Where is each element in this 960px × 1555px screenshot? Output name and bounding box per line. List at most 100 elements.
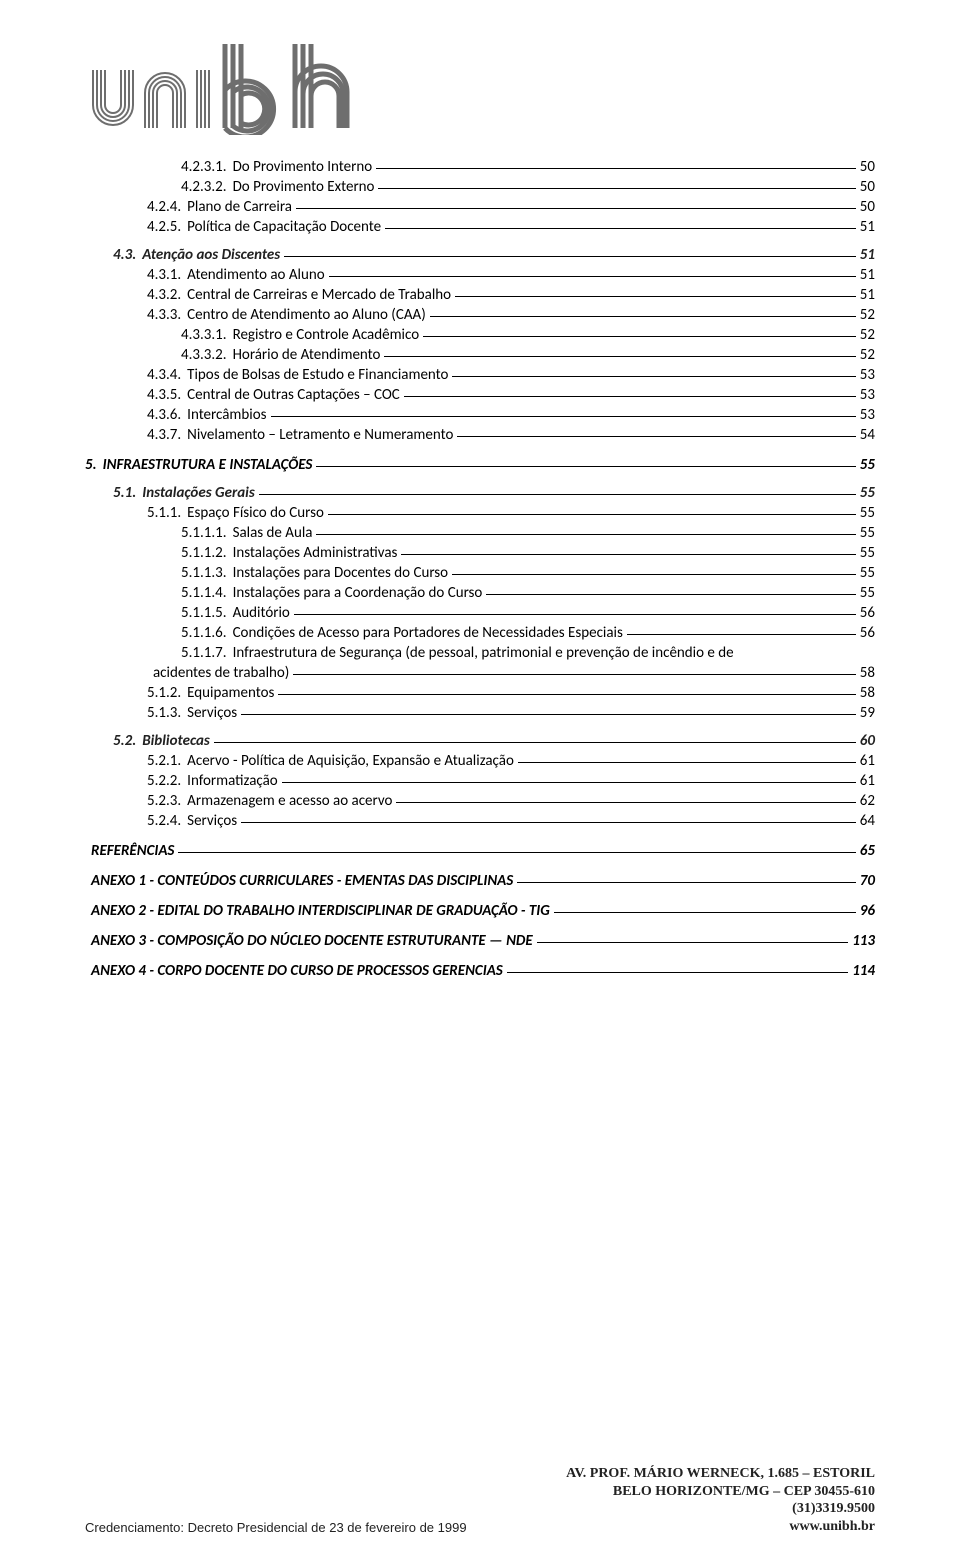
- toc-page: 51: [860, 266, 875, 284]
- toc-row: 5.1.3.Serviços59: [85, 704, 875, 722]
- toc-page: 52: [860, 346, 875, 364]
- toc-number: 4.3.7.: [147, 426, 181, 444]
- toc-page: 58: [860, 664, 875, 682]
- toc-page: 96: [860, 902, 875, 920]
- toc-row: 5.1.1.5.Auditório56: [85, 604, 875, 622]
- toc-label: Instalações para Docentes do Curso: [233, 564, 449, 582]
- toc-row: ANEXO 3 - COMPOSIÇÃO DO NÚCLEO DOCENTE E…: [85, 932, 875, 950]
- toc-page: 60: [860, 732, 875, 750]
- toc-leader-line: [294, 614, 856, 615]
- toc-leader-line: [329, 276, 856, 277]
- toc-label: INFRAESTRUTURA E INSTALAÇÕES: [103, 456, 313, 474]
- toc-label: REFERÊNCIAS: [91, 842, 174, 860]
- toc-number: 4.3.1.: [147, 266, 181, 284]
- toc-leader-line: [396, 802, 855, 803]
- toc-label: Atenção aos Discentes: [142, 246, 280, 264]
- toc-leader-line: [507, 972, 848, 973]
- toc-number: 4.3.3.2.: [181, 346, 227, 364]
- toc-page: 65: [860, 842, 875, 860]
- toc-label: Política de Capacitação Docente: [187, 218, 381, 236]
- toc-row: 5.1.1.3. Instalações para Docentes do Cur…: [85, 564, 875, 582]
- footer-line-3: (31)3319.9500: [566, 1500, 875, 1518]
- toc-page: 53: [860, 406, 875, 424]
- toc-row: 4.2.3.2.Do Provimento Externo50: [85, 178, 875, 196]
- toc-label: ANEXO 3 - COMPOSIÇÃO DO NÚCLEO DOCENTE E…: [91, 932, 533, 950]
- toc-row: 4.2.3.1.Do Provimento Interno50: [85, 158, 875, 176]
- toc-label: ANEXO 2 - EDITAL DO TRABALHO INTERDISCIP…: [91, 902, 550, 920]
- toc-label: Do Provimento Interno: [233, 158, 373, 176]
- toc-label: acidentes de trabalho): [153, 664, 289, 682]
- toc-page: 56: [860, 604, 875, 622]
- toc-row: 5.1.1.4.Instalações para a Coordenação d…: [85, 584, 875, 602]
- toc-page: 51: [860, 218, 875, 236]
- toc-label: Plano de Carreira: [187, 198, 292, 216]
- toc-label: Serviços: [187, 704, 237, 722]
- toc-row: 4.3.1. Atendimento ao Aluno 51: [85, 266, 875, 284]
- toc-leader-line: [404, 396, 856, 397]
- toc-row: 5.1.2.Equipamentos58: [85, 684, 875, 702]
- toc-page: 51: [860, 246, 875, 264]
- toc-leader-line: [376, 168, 856, 169]
- toc-number: 4.3.5.: [147, 386, 181, 404]
- toc-label: Infraestrutura de Segurança (de pessoal,…: [233, 644, 734, 662]
- toc-page: 62: [860, 792, 875, 810]
- toc-leader-line: [384, 356, 855, 357]
- footer-address: AV. PROF. MÁRIO WERNECK, 1.685 – ESTORIL…: [566, 1465, 875, 1535]
- toc-leader-line: [271, 416, 856, 417]
- toc-label: Espaço Físico do Curso: [187, 504, 324, 522]
- toc-page: 61: [860, 752, 875, 770]
- toc-label: Registro e Controle Acadêmico: [233, 326, 420, 344]
- toc-number: 4.3.: [113, 246, 136, 264]
- toc-row: ANEXO 4 - CORPO DOCENTE DO CURSO DE PROC…: [85, 962, 875, 980]
- footer-credential: Credenciamento: Decreto Presidencial de …: [85, 1520, 467, 1535]
- toc-page: 59: [860, 704, 875, 722]
- toc-leader-line: [293, 674, 855, 675]
- toc-row: acidentes de trabalho) 58: [85, 664, 875, 682]
- toc-row: 5.1.1.2.Instalações Administrativas55: [85, 544, 875, 562]
- toc-row: 4.3.3.1.Registro e Controle Acadêmico52: [85, 326, 875, 344]
- toc-page: 52: [860, 306, 875, 324]
- toc-leader-line: [401, 554, 855, 555]
- footer-line-2: BELO HORIZONTE/MG – CEP 30455-610: [566, 1483, 875, 1501]
- toc-leader-line: [241, 822, 856, 823]
- toc-number: 5.1.1.3.: [181, 564, 227, 582]
- toc-number: 5.1.: [113, 484, 136, 502]
- toc-page: 56: [860, 624, 875, 642]
- toc-label: Auditório: [233, 604, 290, 622]
- toc-label: ANEXO 4 - CORPO DOCENTE DO CURSO DE PROC…: [91, 962, 503, 980]
- toc-page: 64: [860, 812, 875, 830]
- toc-number: 5.2.1.: [147, 752, 181, 770]
- toc-leader-line: [430, 316, 856, 317]
- toc-row: REFERÊNCIAS 65: [85, 842, 875, 860]
- toc-page: 55: [860, 484, 875, 502]
- toc-label: Nivelamento – Letramento e Numeramento: [187, 426, 453, 444]
- toc-row: 5.1.1.Espaço Físico do Curso55: [85, 504, 875, 522]
- footer-line-4: www.unibh.br: [566, 1518, 875, 1536]
- toc-label: Tipos de Bolsas de Estudo e Financiament…: [187, 366, 448, 384]
- toc-number: 5.1.1.4.: [181, 584, 227, 602]
- toc-page: 61: [860, 772, 875, 790]
- toc-label: Acervo - Política de Aquisição, Expansão…: [187, 752, 514, 770]
- toc-leader-line: [278, 694, 855, 695]
- toc-leader-line: [452, 376, 855, 377]
- logo-unibh: [85, 40, 875, 140]
- toc-row: 5.1.Instalações Gerais55: [85, 484, 875, 502]
- toc-label: Central de Outras Captações – COC: [187, 386, 400, 404]
- toc-label: Central de Carreiras e Mercado de Trabal…: [187, 286, 451, 304]
- toc-leader-line: [328, 514, 856, 515]
- footer-line-1: AV. PROF. MÁRIO WERNECK, 1.685 – ESTORIL: [566, 1465, 875, 1483]
- toc-page: 70: [860, 872, 875, 890]
- toc-row: 5.2.4.Serviços64: [85, 812, 875, 830]
- toc-page: 55: [860, 564, 875, 582]
- toc-page: 50: [860, 178, 875, 196]
- toc-row: 4.2.4.Plano de Carreira50: [85, 198, 875, 216]
- toc-number: 5.2.: [113, 732, 136, 750]
- toc-label: Instalações Administrativas: [233, 544, 398, 562]
- toc-label: Armazenagem e acesso ao acervo: [187, 792, 392, 810]
- toc-label: Do Provimento Externo: [233, 178, 375, 196]
- toc-number: 5.1.2.: [147, 684, 181, 702]
- toc-leader-line: [457, 436, 855, 437]
- toc-page: 55: [860, 504, 875, 522]
- table-of-contents: 4.2.3.1.Do Provimento Interno504.2.3.2.D…: [85, 158, 875, 980]
- toc-label: Atendimento ao Aluno: [187, 266, 324, 284]
